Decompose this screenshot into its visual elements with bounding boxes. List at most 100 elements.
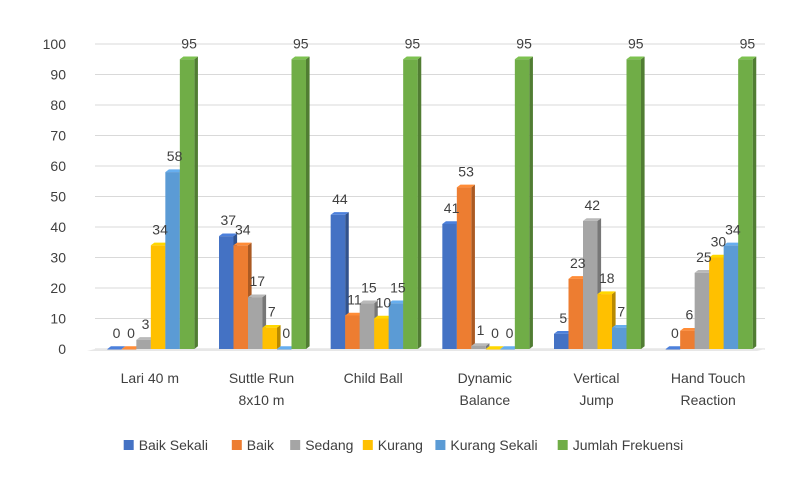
- bar-front: [680, 330, 695, 349]
- category-label: Vertical: [574, 370, 620, 386]
- category-label: Hand Touch: [671, 370, 745, 386]
- data-label: 17: [249, 273, 265, 289]
- bar-side: [471, 184, 475, 349]
- bar-front: [694, 272, 710, 349]
- bar-top: [121, 346, 140, 349]
- data-label: 95: [181, 35, 197, 51]
- bar-top: [583, 218, 602, 221]
- bar-side: [752, 56, 757, 350]
- legend-label: Baik Sekali: [139, 437, 208, 453]
- legend-swatch: [290, 440, 301, 450]
- data-label: 95: [740, 35, 756, 51]
- bar-front: [485, 349, 501, 350]
- gridlines: [87, 43, 765, 351]
- bar-front: [219, 236, 234, 349]
- data-label: 3: [142, 316, 150, 332]
- data-label: 95: [628, 35, 644, 51]
- bar-top: [485, 346, 504, 349]
- data-label: 0: [491, 325, 499, 341]
- y-tick-label: 90: [50, 67, 66, 83]
- legend-label: Jumlah Frekuensi: [573, 437, 684, 453]
- data-label: 0: [506, 325, 514, 341]
- bar-front: [583, 220, 598, 349]
- y-tick-label: 30: [50, 250, 66, 266]
- legend-swatch: [231, 440, 242, 450]
- legend-item: Sedang: [290, 437, 353, 453]
- data-label: 10: [376, 295, 392, 311]
- category-label: Child Ball: [344, 370, 403, 386]
- bar: [107, 346, 126, 350]
- bar-front: [597, 294, 612, 349]
- category-label: Reaction: [681, 392, 736, 408]
- legend: Baik Sekali Baik Sedang Kurang Kurang Sekali…: [123, 437, 684, 453]
- bar-top: [665, 346, 684, 349]
- bar-top: [456, 184, 475, 188]
- legend-item: Baik: [231, 437, 275, 453]
- bar-top: [136, 337, 155, 340]
- bar: [277, 346, 296, 350]
- bar-front: [442, 223, 457, 349]
- bar: [514, 56, 533, 350]
- bar: [403, 56, 422, 350]
- bar-front: [179, 59, 195, 349]
- y-tick-label: 20: [50, 280, 66, 296]
- bar-side: [417, 56, 422, 350]
- bar-top: [723, 242, 742, 246]
- bar-side: [485, 343, 490, 349]
- data-label: 95: [516, 35, 532, 51]
- bar-front: [330, 214, 346, 349]
- bar: [262, 324, 281, 349]
- legend-item: Kurang: [362, 437, 423, 453]
- category-label: Lari 40 m: [121, 370, 179, 386]
- bar-front: [277, 349, 292, 350]
- y-tick-label: 70: [50, 128, 66, 144]
- bar-front: [471, 345, 486, 349]
- bar-front: [738, 59, 753, 349]
- bar-front: [612, 327, 627, 349]
- data-label: 7: [268, 304, 276, 320]
- bar-top: [150, 242, 169, 246]
- data-label: 15: [361, 279, 377, 295]
- data-label: 11: [347, 291, 362, 307]
- bar-front: [291, 59, 306, 349]
- category-label: Jump: [579, 392, 613, 408]
- bar-top: [680, 328, 699, 331]
- data-label: 0: [113, 325, 121, 341]
- bar-front: [374, 318, 389, 349]
- bar-front: [568, 278, 583, 349]
- data-label: 95: [405, 35, 421, 51]
- bar-front: [248, 297, 263, 349]
- bar-top: [612, 324, 631, 328]
- bar-front: [136, 339, 151, 349]
- data-label: 0: [127, 325, 135, 341]
- bar: [738, 56, 757, 350]
- bar-top: [709, 254, 728, 258]
- data-label: 53: [458, 163, 474, 179]
- bar-side: [194, 56, 198, 350]
- bar-side: [277, 324, 281, 349]
- data-label: 34: [725, 221, 741, 237]
- data-label: 41: [444, 200, 460, 216]
- bar-front: [500, 349, 515, 350]
- bar-side: [641, 56, 645, 350]
- bar-top: [330, 212, 349, 215]
- legend-label: Sedang: [305, 437, 353, 453]
- bar-top: [514, 56, 533, 60]
- bar-front: [121, 349, 137, 350]
- bar-front: [456, 187, 472, 349]
- data-label: 0: [671, 325, 679, 341]
- bar-top: [471, 343, 490, 346]
- bar-top: [388, 300, 407, 304]
- bar: [121, 346, 140, 350]
- data-label: 25: [696, 249, 712, 265]
- legend-label: Baik: [247, 437, 275, 453]
- bar-top: [233, 242, 252, 246]
- x-axis-category-labels: Lari 40 m Suttle Run 8x10 m Child Ball Dynam…: [121, 370, 746, 408]
- y-tick-label: 60: [50, 158, 66, 174]
- legend-swatch: [123, 440, 134, 450]
- bar-top: [248, 294, 267, 298]
- bar: [485, 346, 504, 350]
- y-tick-label: 10: [50, 311, 66, 327]
